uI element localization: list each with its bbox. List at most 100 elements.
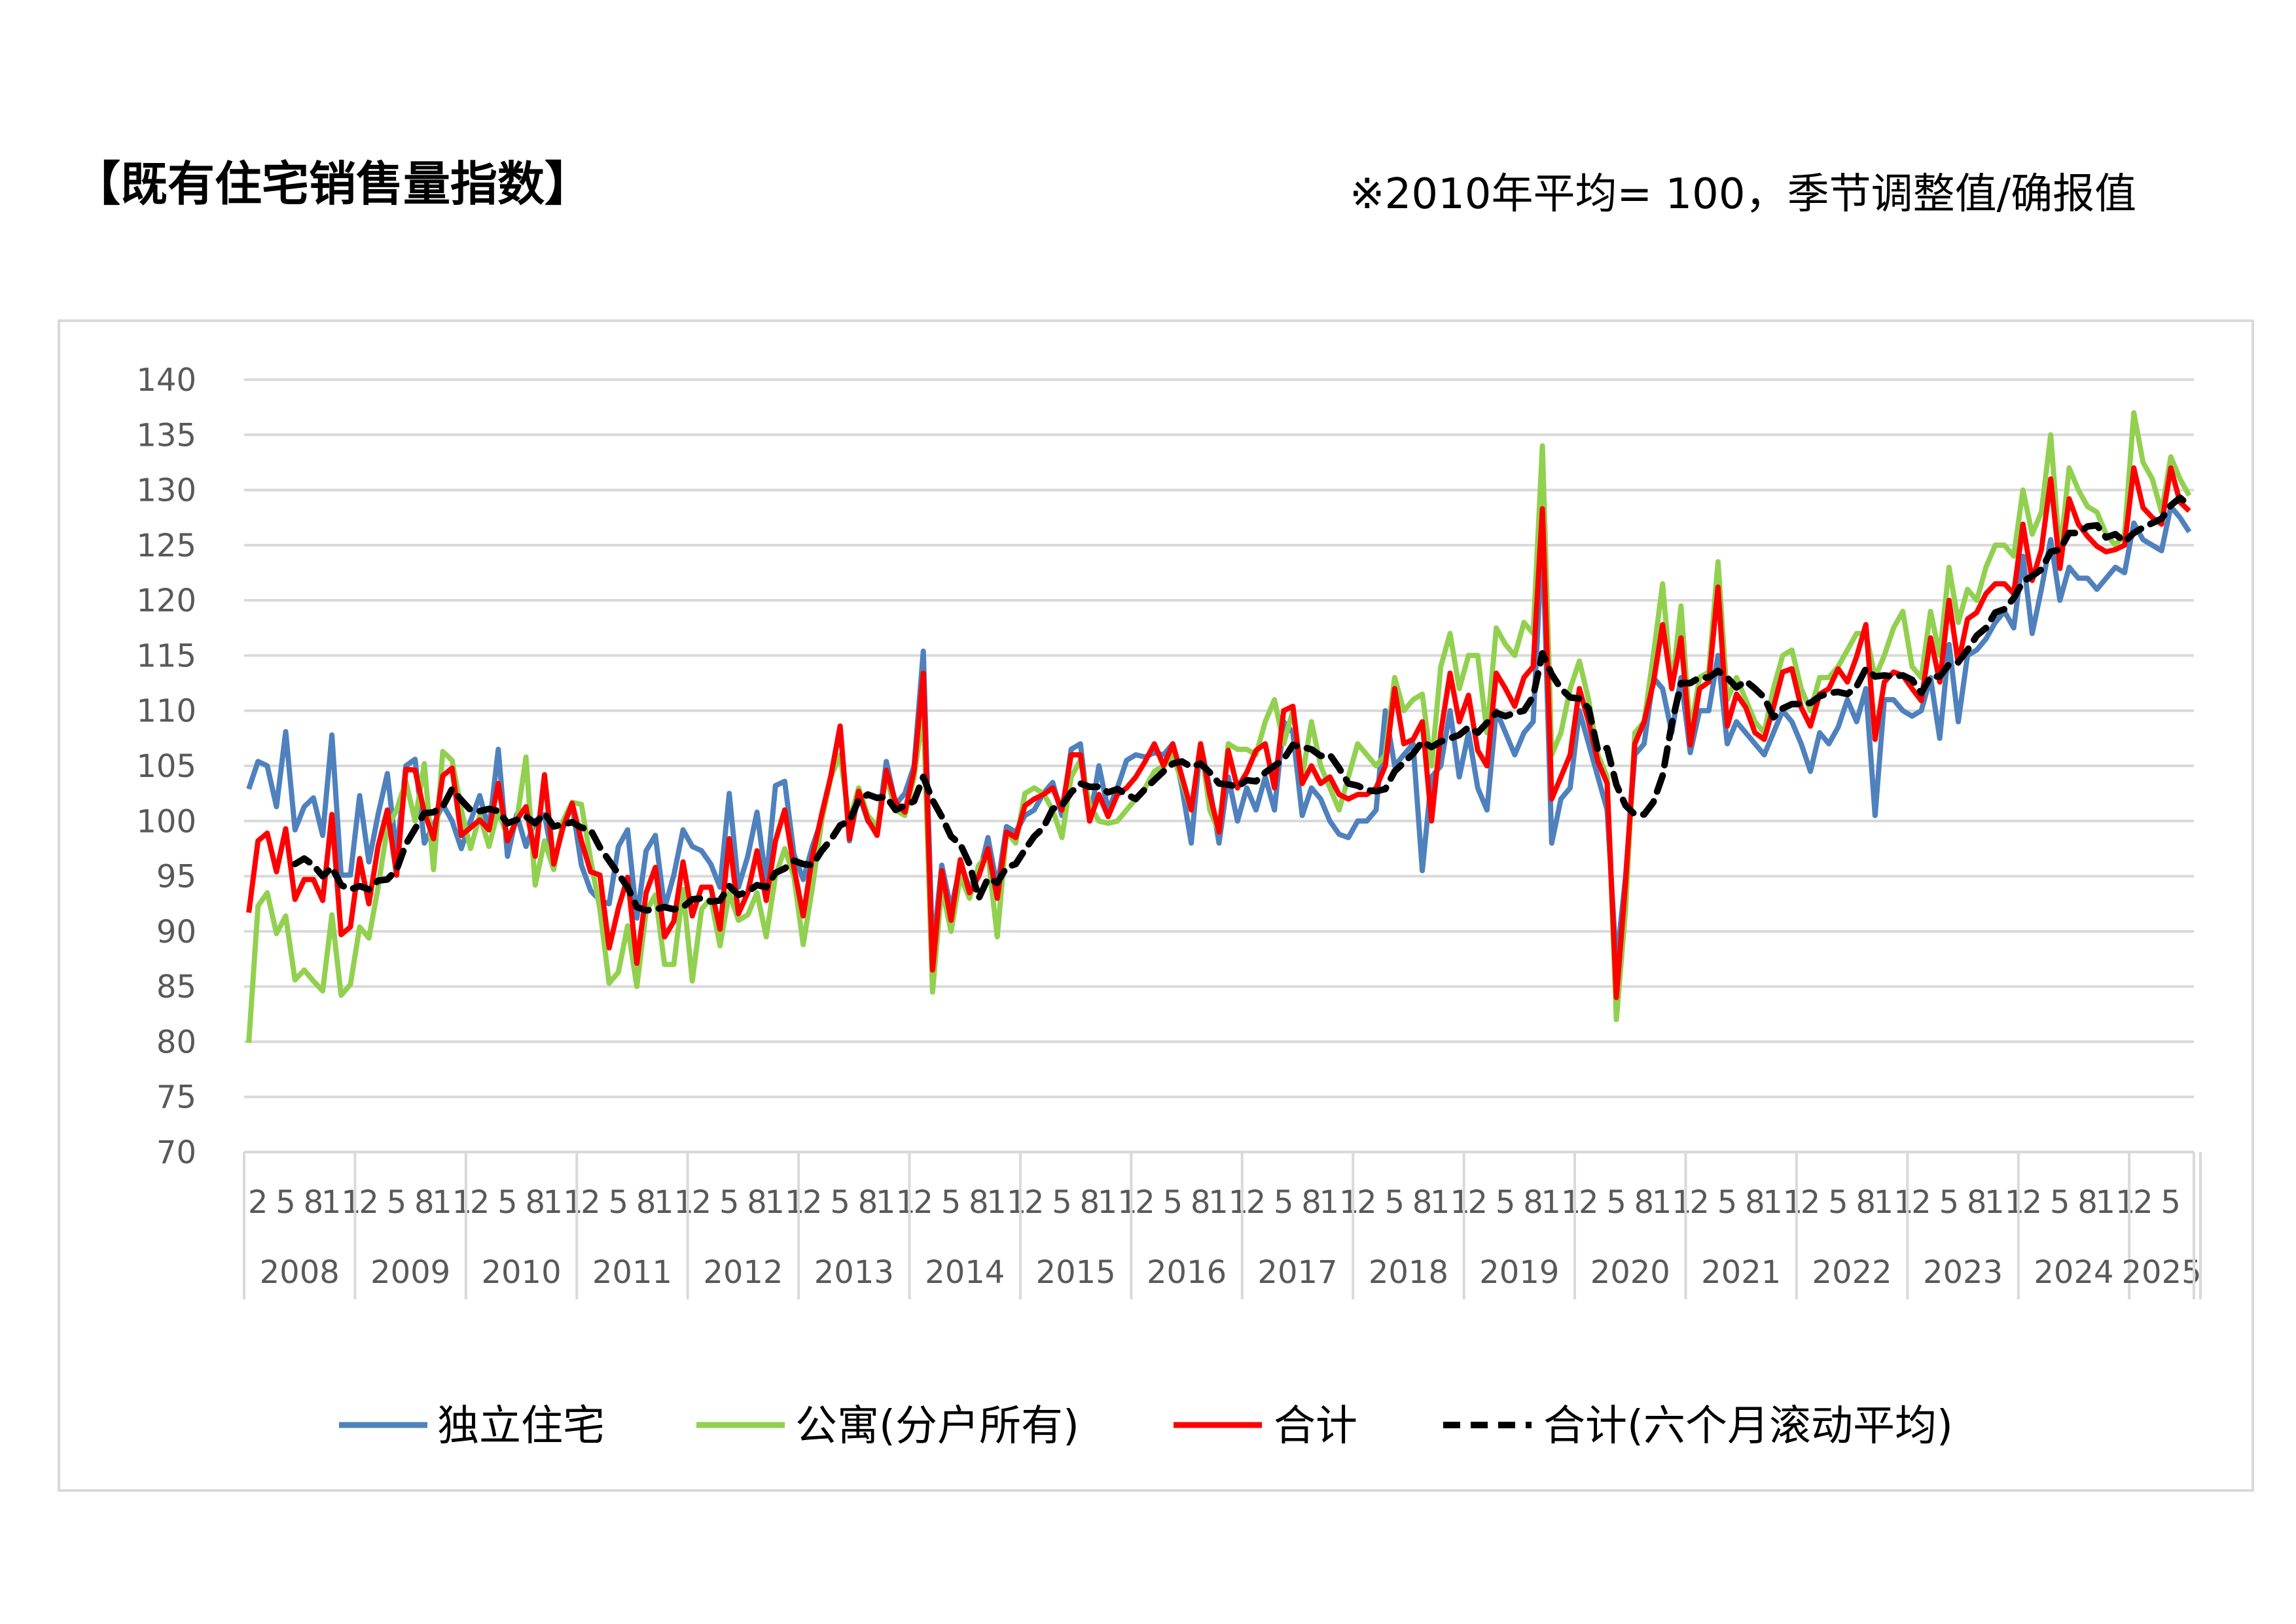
y-tick-label: 95 <box>156 859 196 895</box>
month-tick-label: 2 <box>692 1184 712 1221</box>
y-tick-label: 135 <box>136 417 196 454</box>
month-tick-label: 5 <box>941 1184 961 1221</box>
y-tick-label: 90 <box>156 914 196 950</box>
series-line-ma <box>291 494 2193 914</box>
month-tick-label: 2 <box>1024 1184 1045 1221</box>
month-tick-label: 2 <box>470 1184 490 1221</box>
index-note: ※2010年平均= 100，季节调整值/确报值 <box>1350 170 2137 219</box>
month-tick-label: 8 <box>1191 1184 1211 1221</box>
month-tick-label: 5 <box>497 1184 518 1221</box>
series-line-detached <box>246 503 2192 967</box>
year-label: 2008 <box>260 1254 340 1291</box>
month-tick-label: 8 <box>525 1184 545 1221</box>
month-tick-label: 2 <box>359 1184 379 1221</box>
month-tick-label: 8 <box>304 1184 324 1221</box>
month-tick-label: 2 <box>1911 1184 1931 1221</box>
year-label: 2021 <box>1701 1254 1781 1291</box>
month-tick-label: 2 <box>802 1184 823 1221</box>
month-tick-label: 2 <box>2022 1184 2043 1221</box>
month-tick-label: 5 <box>2050 1184 2070 1221</box>
year-label: 2025 <box>2122 1254 2202 1291</box>
month-tick-label: 5 <box>276 1184 296 1221</box>
month-tick-label: 5 <box>1606 1184 1626 1221</box>
year-label: 2016 <box>1147 1254 1227 1291</box>
year-label: 2015 <box>1036 1254 1116 1291</box>
month-tick-label: 5 <box>609 1184 629 1221</box>
legend-label-condo: 公寓(分户所有) <box>795 1402 1079 1451</box>
month-tick-label: 2 <box>1689 1184 1710 1221</box>
month-tick-label: 5 <box>1163 1184 1183 1221</box>
y-tick-label: 130 <box>136 473 196 509</box>
month-tick-label: 8 <box>1856 1184 1876 1221</box>
year-label: 2013 <box>814 1254 894 1291</box>
y-tick-label: 100 <box>136 803 196 840</box>
legend: 独立住宅 公寓(分户所有) 合计 合计(六个月滚动平均) <box>339 1402 1953 1451</box>
month-tick-label: 5 <box>2161 1184 2181 1221</box>
month-tick-label: 2 <box>1801 1184 1821 1221</box>
year-label: 2014 <box>925 1254 1005 1291</box>
month-tick-label: 5 <box>1052 1184 1072 1221</box>
month-tick-label: 5 <box>387 1184 407 1221</box>
year-label: 2019 <box>1479 1254 1559 1291</box>
y-tick-label: 110 <box>136 693 196 730</box>
y-tick-label: 80 <box>156 1024 196 1060</box>
year-label: 2012 <box>703 1254 783 1291</box>
legend-label-detached: 独立住宅 <box>437 1402 605 1451</box>
month-tick-label: 8 <box>1301 1184 1321 1221</box>
year-label: 2017 <box>1257 1254 1337 1291</box>
y-tick-label: 125 <box>136 528 196 564</box>
year-label: 2020 <box>1590 1254 1670 1291</box>
y-tick-label: 105 <box>136 748 196 785</box>
month-tick-label: 5 <box>1384 1184 1405 1221</box>
month-tick-label: 8 <box>1967 1184 1987 1221</box>
month-tick-label: 2 <box>248 1184 268 1221</box>
year-label: 2024 <box>2034 1254 2113 1291</box>
chart-frame <box>58 319 2254 1492</box>
gridlines <box>244 378 2194 1153</box>
month-tick-label: 2 <box>1246 1184 1266 1221</box>
page-title: 【既有住宅销售量指数】 <box>73 156 592 211</box>
month-tick-label: 8 <box>636 1184 656 1221</box>
month-tick-label: 5 <box>1717 1184 1738 1221</box>
year-label: 2009 <box>370 1254 450 1291</box>
series-lines <box>246 410 2193 1043</box>
legend-label-ma: 合计(六个月滚动平均) <box>1543 1402 1953 1451</box>
month-tick-label: 5 <box>719 1184 740 1221</box>
month-tick-label: 5 <box>1828 1184 1848 1221</box>
month-tick-label: 2 <box>913 1184 933 1221</box>
month-tick-label: 8 <box>858 1184 878 1221</box>
month-tick-label: 8 <box>1745 1184 1765 1221</box>
month-tick-label: 2 <box>1468 1184 1488 1221</box>
year-label: 2011 <box>592 1254 672 1291</box>
y-axis: 70 75 80 85 90 95 100 105 110 115 120 125 130 135 140 <box>136 362 196 1171</box>
year-label: 2018 <box>1369 1254 1448 1291</box>
series-line-total <box>246 465 2191 1000</box>
month-tick-label: 2 <box>581 1184 601 1221</box>
month-tick-label: 8 <box>747 1184 767 1221</box>
month-tick-label: 8 <box>414 1184 435 1221</box>
month-tick-label: 5 <box>1274 1184 1294 1221</box>
y-tick-label: 120 <box>136 583 196 619</box>
month-tick-label: 5 <box>830 1184 850 1221</box>
month-tick-label: 8 <box>1634 1184 1655 1221</box>
month-tick-label: 8 <box>969 1184 989 1221</box>
y-tick-label: 70 <box>156 1134 196 1171</box>
month-tick-label: 8 <box>1523 1184 1543 1221</box>
month-tick-label: 8 <box>1080 1184 1100 1221</box>
month-tick-label: 2 <box>1357 1184 1377 1221</box>
y-tick-label: 75 <box>156 1079 196 1116</box>
y-tick-label: 140 <box>136 362 196 399</box>
year-label: 2022 <box>1812 1254 1892 1291</box>
year-label: 2010 <box>481 1254 561 1291</box>
month-tick-label: 2 <box>1135 1184 1155 1221</box>
y-tick-label: 115 <box>136 638 196 674</box>
month-tick-label: 8 <box>2077 1184 2098 1221</box>
year-label: 2023 <box>1923 1254 2003 1291</box>
series-line-condo <box>246 410 2192 1043</box>
legend-label-total: 合计 <box>1274 1402 1357 1451</box>
month-tick-label: 5 <box>1496 1184 1516 1221</box>
month-tick-label: 8 <box>1412 1184 1433 1221</box>
month-tick-label: 2 <box>1579 1184 1599 1221</box>
